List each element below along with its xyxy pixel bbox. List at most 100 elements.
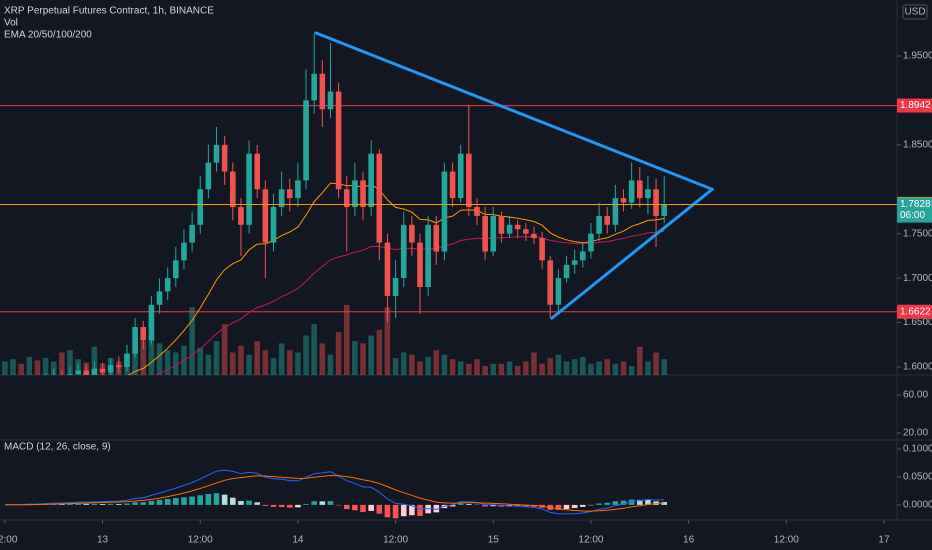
volume-bar — [295, 352, 301, 375]
currency-box[interactable] — [902, 4, 928, 20]
candle-body — [238, 207, 244, 225]
volume-bar — [636, 346, 643, 375]
volume-bar — [26, 356, 33, 375]
macd-histogram-bar — [278, 504, 285, 508]
macd-histogram-bar — [604, 502, 611, 505]
macd-histogram-bar — [221, 494, 228, 505]
candle-body — [498, 215, 505, 234]
volume-bar — [156, 343, 163, 375]
volume-bar — [409, 354, 415, 375]
volume-bar — [50, 361, 57, 375]
candle-body — [466, 153, 472, 208]
volume-bar — [132, 346, 138, 375]
candle-body — [580, 251, 586, 261]
x-tick-label: 13 — [97, 535, 109, 546]
macd-histogram-bar — [612, 501, 619, 505]
volume-bar — [571, 359, 578, 375]
candle-body — [596, 215, 602, 234]
volume-bar — [523, 361, 529, 375]
volume-bar — [384, 307, 391, 375]
last-price-label: 1.7828 — [900, 199, 931, 210]
volume-bar — [140, 341, 147, 375]
candle-body — [107, 365, 114, 373]
candle-body — [612, 198, 619, 225]
macd-histogram-bar — [457, 503, 464, 505]
x-tick-label: 16 — [683, 535, 695, 546]
candle-body — [335, 91, 342, 190]
macd-histogram-bar — [303, 504, 309, 505]
volume-bar — [653, 352, 659, 375]
candle-body — [197, 189, 204, 225]
macd-histogram-bar — [563, 504, 570, 510]
macd-histogram-bar — [327, 501, 334, 505]
volume-bar — [392, 358, 399, 375]
macd-line — [4, 469, 665, 515]
volume-bar — [173, 352, 179, 375]
trendline — [314, 31, 714, 191]
volume-bar — [368, 335, 374, 375]
volume-bar — [457, 361, 464, 375]
candle-body — [262, 189, 269, 243]
x-tick-label: 12:00 — [383, 535, 408, 546]
volume-bar — [588, 363, 594, 375]
volume-bar — [563, 361, 570, 375]
candle-body — [628, 180, 635, 203]
volume-bar — [327, 354, 334, 375]
candle-body — [457, 153, 464, 199]
candle-body — [75, 370, 81, 375]
macd-histogram-bar — [270, 504, 277, 507]
volume-bar — [335, 332, 342, 375]
price-label: 1.8942 — [900, 100, 931, 111]
macd-histogram-bar — [116, 503, 122, 505]
candle-body — [490, 215, 497, 252]
candle-body — [173, 260, 179, 279]
macd-histogram-bar — [83, 503, 90, 505]
volume-bar — [189, 307, 195, 375]
price-pane — [0, 31, 897, 375]
currency: USD — [904, 7, 925, 18]
macd-histogram-bar — [417, 504, 423, 516]
candle-body — [506, 224, 513, 234]
macd-histogram-bar — [173, 498, 179, 505]
macd-histogram-bar — [523, 504, 529, 507]
candle-body — [482, 215, 488, 252]
price-label-box — [897, 304, 932, 319]
candle-body — [148, 304, 155, 341]
candle-body — [653, 189, 659, 216]
macd-histogram-bar — [229, 497, 236, 505]
candle-body — [474, 207, 480, 216]
y-tick-label: 1.6000 — [903, 362, 932, 373]
macd-histogram-bar — [246, 500, 252, 505]
candle-body — [588, 233, 594, 252]
volume-bar — [59, 352, 65, 375]
volume-bar — [400, 352, 407, 375]
macd-histogram-bar — [620, 500, 627, 505]
volume-bar — [303, 335, 309, 375]
volume-bar — [661, 359, 668, 375]
macd-histogram-bar — [197, 495, 204, 505]
macd-histogram-bar — [254, 502, 261, 505]
volume-bar — [580, 356, 586, 375]
volume-bar — [498, 363, 505, 375]
volume-bar — [376, 329, 383, 375]
y-tick-label: 0.0500 — [903, 472, 932, 483]
volume-bar — [449, 359, 456, 375]
macd-histogram-bar — [319, 501, 326, 505]
candle-body — [99, 368, 106, 373]
candle-body — [270, 207, 277, 243]
volume-bar — [596, 361, 602, 375]
volume-bar — [18, 363, 24, 375]
volume-bar — [34, 360, 41, 375]
macd-histogram-bar — [628, 499, 635, 505]
macd-histogram-bar — [384, 504, 391, 518]
macd-histogram-bar — [571, 504, 578, 509]
candle-body — [352, 180, 358, 208]
macd-histogram-bar — [91, 503, 98, 505]
volume-bar — [425, 356, 431, 375]
macd-histogram-bar — [352, 504, 358, 511]
macd-histogram-bar — [555, 504, 562, 510]
macd-histogram-bar — [164, 498, 171, 505]
volume-bar — [531, 352, 537, 375]
